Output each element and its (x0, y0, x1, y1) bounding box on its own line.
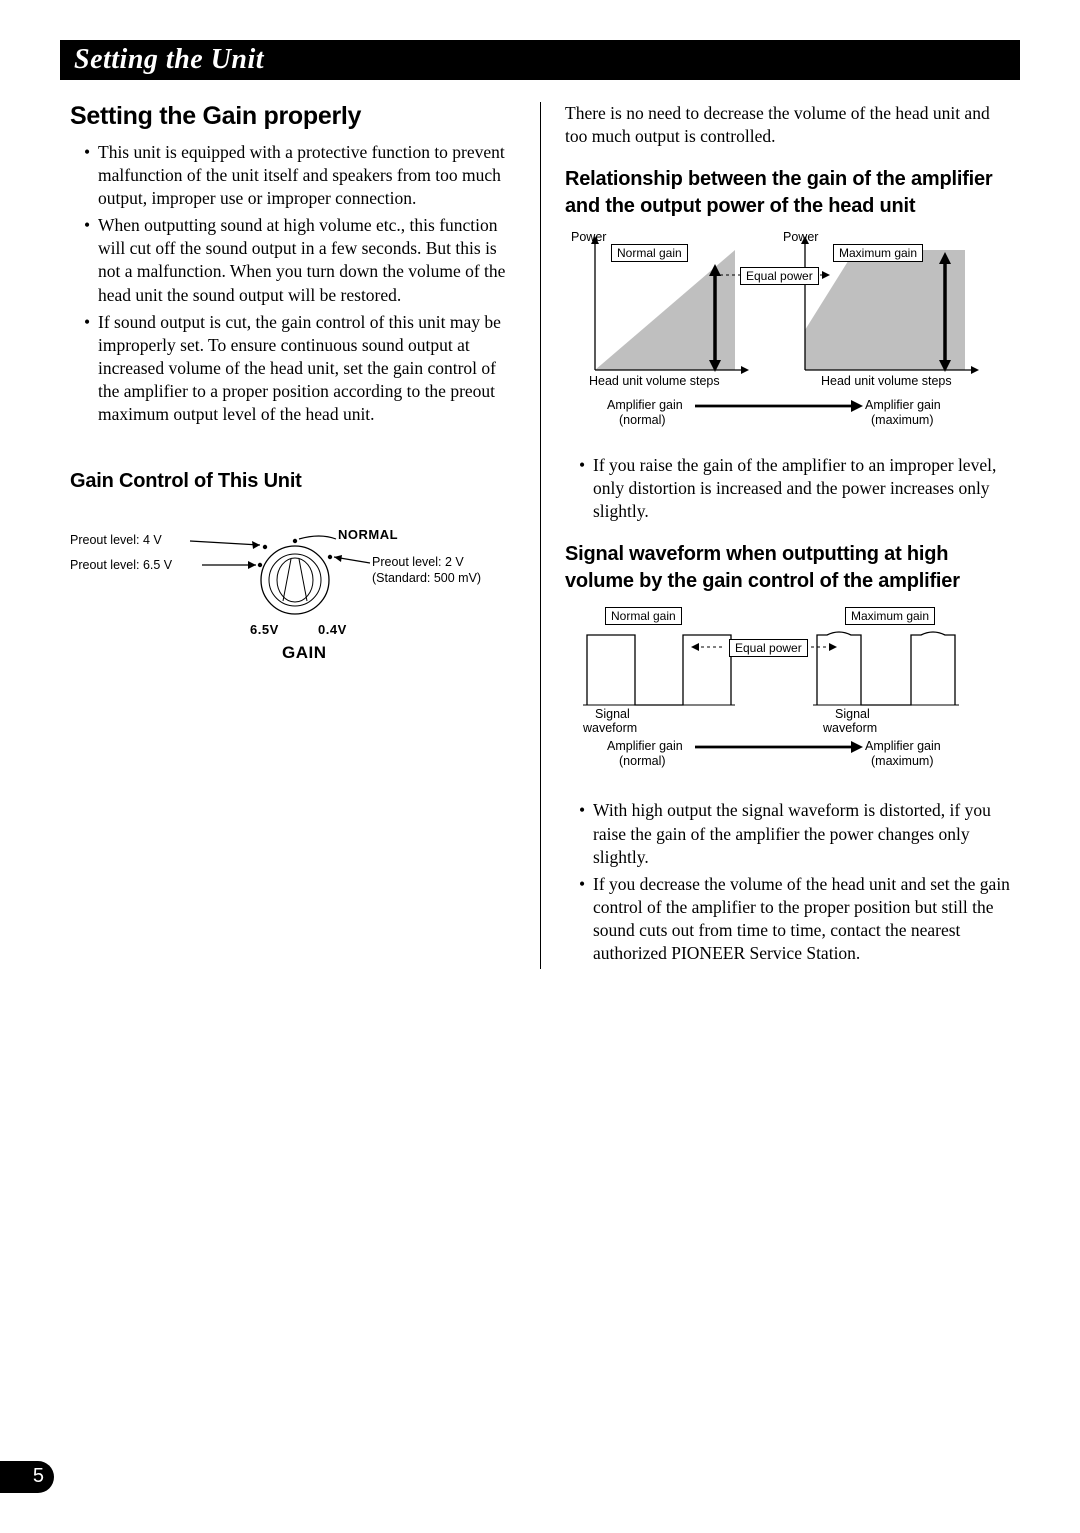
waveform-label: waveform (823, 721, 877, 735)
normal-label: NORMAL (338, 527, 398, 542)
preout-4v-label: Preout level: 4 V (70, 533, 162, 547)
maximum-gain-box: Maximum gain (845, 607, 935, 625)
amp-gain-label: Amplifier gain (865, 398, 941, 412)
right-column: There is no need to decrease the volume … (540, 102, 1020, 969)
maximum-gain-box: Maximum gain (833, 244, 923, 262)
section-heading: Setting the Gain properly (70, 102, 516, 131)
normal-paren: (normal) (619, 754, 666, 768)
amp-gain-label: Amplifier gain (607, 398, 683, 412)
bullet-item: If sound output is cut, the gain control… (84, 311, 516, 426)
sub-heading: Signal waveform when outputting at high … (565, 541, 1010, 595)
preout-2v-label: Preout level: 2 V (372, 555, 464, 569)
page-header: Setting the Unit (60, 40, 1020, 80)
bullet-item: This unit is equipped with a protective … (84, 141, 516, 210)
equal-power-box: Equal power (740, 267, 819, 285)
waveform-chart: Normal gain Maximum gain Equal power Sig… (565, 605, 1010, 785)
gain-knob-diagram: Preout level: 4 V Preout level: 6.5 V Pr… (70, 505, 516, 705)
bullet-item: If you raise the gain of the amplifier t… (579, 454, 1010, 523)
normal-gain-box: Normal gain (611, 244, 688, 262)
xaxis-label: Head unit volume steps (821, 374, 952, 388)
bullet-item: If you decrease the volume of the head u… (579, 873, 1010, 965)
maximum-paren: (maximum) (871, 413, 934, 427)
standard-label: (Standard: 500 mV) (372, 571, 481, 585)
content-columns: Setting the Gain properly This unit is e… (60, 102, 1020, 969)
sub-heading: Relationship between the gain of the amp… (565, 166, 1010, 220)
xaxis-label: Head unit volume steps (589, 374, 720, 388)
v65-label: 6.5V (250, 622, 279, 637)
amp-gain-label: Amplifier gain (865, 739, 941, 753)
intro-paragraph: There is no need to decrease the volume … (565, 102, 1010, 148)
gain-label: GAIN (282, 643, 327, 663)
chart2-bullets: With high output the signal waveform is … (565, 799, 1010, 965)
maximum-paren: (maximum) (871, 754, 934, 768)
equal-power-box: Equal power (729, 639, 808, 657)
power-chart: Power Power Normal gain Maximum gain Equ… (565, 230, 1010, 440)
chart1-bullets: If you raise the gain of the amplifier t… (565, 454, 1010, 523)
power-axis-label: Power (571, 230, 606, 244)
left-column: Setting the Gain properly This unit is e… (60, 102, 540, 969)
power-axis-label: Power (783, 230, 818, 244)
signal-label: Signal (595, 707, 630, 721)
page-number: 5 (0, 1461, 54, 1493)
signal-label: Signal (835, 707, 870, 721)
preout-65v-label: Preout level: 6.5 V (70, 558, 172, 572)
intro-bullets: This unit is equipped with a protective … (70, 141, 516, 426)
bullet-item: With high output the signal waveform is … (579, 799, 1010, 868)
waveform-label: waveform (583, 721, 637, 735)
sub-heading: Gain Control of This Unit (70, 468, 516, 495)
v04-label: 0.4V (318, 622, 347, 637)
normal-paren: (normal) (619, 413, 666, 427)
bullet-item: When outputting sound at high volume etc… (84, 214, 516, 306)
normal-gain-box: Normal gain (605, 607, 682, 625)
amp-gain-label: Amplifier gain (607, 739, 683, 753)
